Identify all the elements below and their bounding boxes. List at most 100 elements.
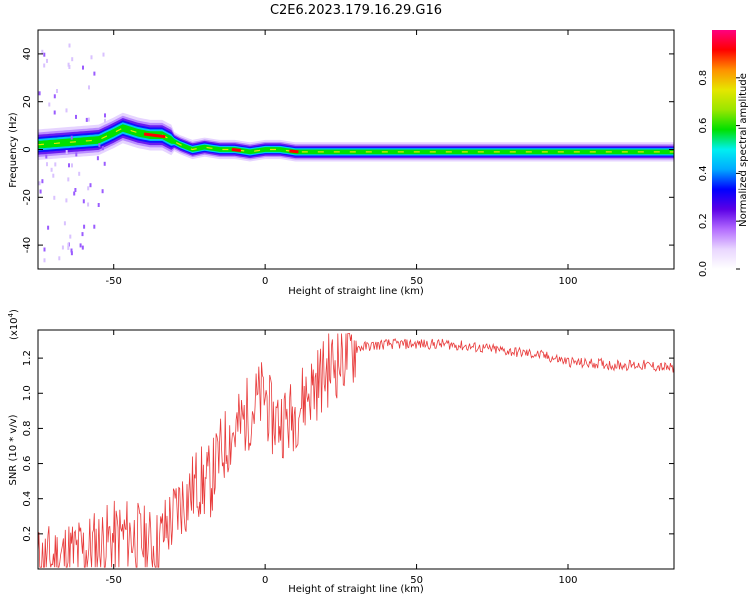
spectrogram-peak [143,132,166,139]
spectrogram-noise-speck [68,163,70,168]
colorbar-ticks: 0.0 0.2 0.4 0.6 0.8 [698,70,740,277]
spectrogram-noise-speck [81,232,84,237]
spectrogram-noise-speck [75,152,78,157]
spectrogram-noise-speck [67,62,70,67]
snr-x-ticks: -50 0 50 100 [106,330,578,586]
spectrogram-noise-speck [43,258,46,263]
spectrogram-x-label: Height of straight line (km) [288,286,424,297]
spectrogram-noise-speck [54,162,57,167]
spectrogram-noise-speck [38,181,41,186]
spectrogram-noise-speck [50,167,53,172]
colorbar-tick-label: 0.4 [698,165,709,181]
spectrogram-noise-speck [78,171,81,176]
spectrogram-noise-speck [48,102,51,107]
spectrogram-noise-speck [73,191,76,196]
spectrogram-noise-speck [67,242,70,247]
colorbar-label: Normalized spectral amplitude [738,73,749,227]
spectrogram-plot-area [37,43,674,263]
spectrogram-noise-speck [52,173,55,178]
spectrogram-noise-speck [46,162,48,167]
spectrogram-noise-speck [101,146,104,151]
spectrogram-noise-speck [97,203,100,207]
spectrogram-noise-speck [88,85,90,90]
spectrogram-y-label: Frequency (Hz) [8,112,19,188]
spectrogram-noise-speck [53,195,56,200]
snr-y-label: SNR (10 * v/v) [8,414,19,485]
spectrogram-noise-speck [69,234,72,239]
spectrogram-noise-speck [75,114,77,119]
spectrogram-x-tick-label: -50 [106,276,122,287]
spectrogram-band-layer [38,124,674,155]
spectrogram-noise-speck [89,183,92,188]
spectrogram-noise-speck [81,245,84,250]
spectrogram-noise-speck [71,57,74,62]
spectrogram-noise-speck [70,135,73,140]
spectrogram-noise-speck [90,55,93,60]
spectrogram-y-tick-label: 20 [22,95,33,108]
spectrogram-noise-speck [39,189,42,194]
snr-line [37,333,675,568]
spectrogram-noise-speck [41,49,44,54]
spectrogram-noise-speck [67,177,70,182]
spectrogram-noise-speck [87,202,90,207]
spectrogram-y-tick-label: 40 [22,48,33,61]
snr-y-tick-label: 0.4 [22,491,33,507]
spectrogram-noise-speck [103,161,106,166]
snr-plot-area [37,333,675,568]
snr-frame [37,329,675,570]
spectrogram-noise-speck [83,224,86,229]
figure-title: C2E6.2023.179.16.29.G16 [270,3,442,18]
spectrogram-noise-speck [56,89,58,93]
colorbar: 0.0 0.2 0.4 0.6 0.8 Normalized spectral ampl… [698,30,749,277]
spectrogram-noise-speck [98,143,101,148]
spectrogram-noise-speck [82,65,84,70]
spectrogram-noise-speck [53,94,56,99]
spectrogram-x-ticks: -50 0 50 100 [106,30,578,287]
snr-y-ticks: 0.2 0.4 0.6 0.8 1.0 1.2 [22,350,674,542]
spectrogram-noise-speck [63,221,66,226]
spectrogram-noise-speck [101,189,104,194]
colorbar-tick-label: 0.0 [698,261,709,277]
spectrogram-noise-speck [71,163,73,168]
snr-x-tick-label: 100 [558,575,577,586]
snr-y-scale-label: (x104) [7,309,20,340]
spectrogram-noise-speck [65,198,68,203]
snr-y-tick-label: 0.6 [22,456,33,472]
spectrogram-noise-speck [79,243,82,248]
snr-y-tick-label: 0.8 [22,420,33,436]
colorbar-tick-label: 0.8 [698,70,709,86]
spectrogram-noise-speck [68,43,71,48]
spectrogram-y-tick-label: 0 [22,146,33,152]
spectrogram-noise-speck [43,63,46,68]
spectrogram-noise-speck [102,52,105,57]
snr-y-scale-base: (x10 [9,317,20,340]
spectrogram-noise-speck [87,117,90,122]
spectrogram-x-tick-label: 100 [558,276,577,287]
spectrogram-noise-speck [82,199,85,204]
colorbar-tick-label: 0.2 [698,213,709,229]
snr-panel: -50 0 50 100 0.2 0.4 0.6 0.8 1.0 1.2 Height of s… [7,309,675,595]
colorbar-gradient [712,30,736,269]
spectrogram-noise-speck [70,248,73,253]
snr-x-label: Height of straight line (km) [288,584,424,595]
snr-x-tick-label: 0 [262,575,268,586]
snr-y-tick-label: 1.0 [22,385,33,401]
spectrogram-peak [231,148,242,152]
spectrogram-noise-speck [58,256,61,261]
spectrogram-noise-speck [87,186,90,191]
spectrogram-noise-speck [41,179,44,184]
spectrogram-panel: -50 0 50 100 -40 -20 0 20 40 Height of straight… [8,29,675,297]
snr-x-tick-label: -50 [106,575,122,586]
spectrogram-noise-speck [38,91,41,96]
spectrogram-noise-speck [43,247,46,252]
spectrogram-noise-speck [93,71,96,76]
spectrogram-noise-speck [45,154,48,159]
spectrogram-noise-speck [93,224,96,229]
spectrogram-noise-speck [104,113,106,118]
spectrogram-noise-speck [65,108,68,113]
spectrogram-noise-speck [74,188,77,192]
spectrogram-noise-speck [47,225,50,230]
spectrogram-noise-speck [43,52,46,57]
spectrogram-noise-speck [96,156,99,161]
